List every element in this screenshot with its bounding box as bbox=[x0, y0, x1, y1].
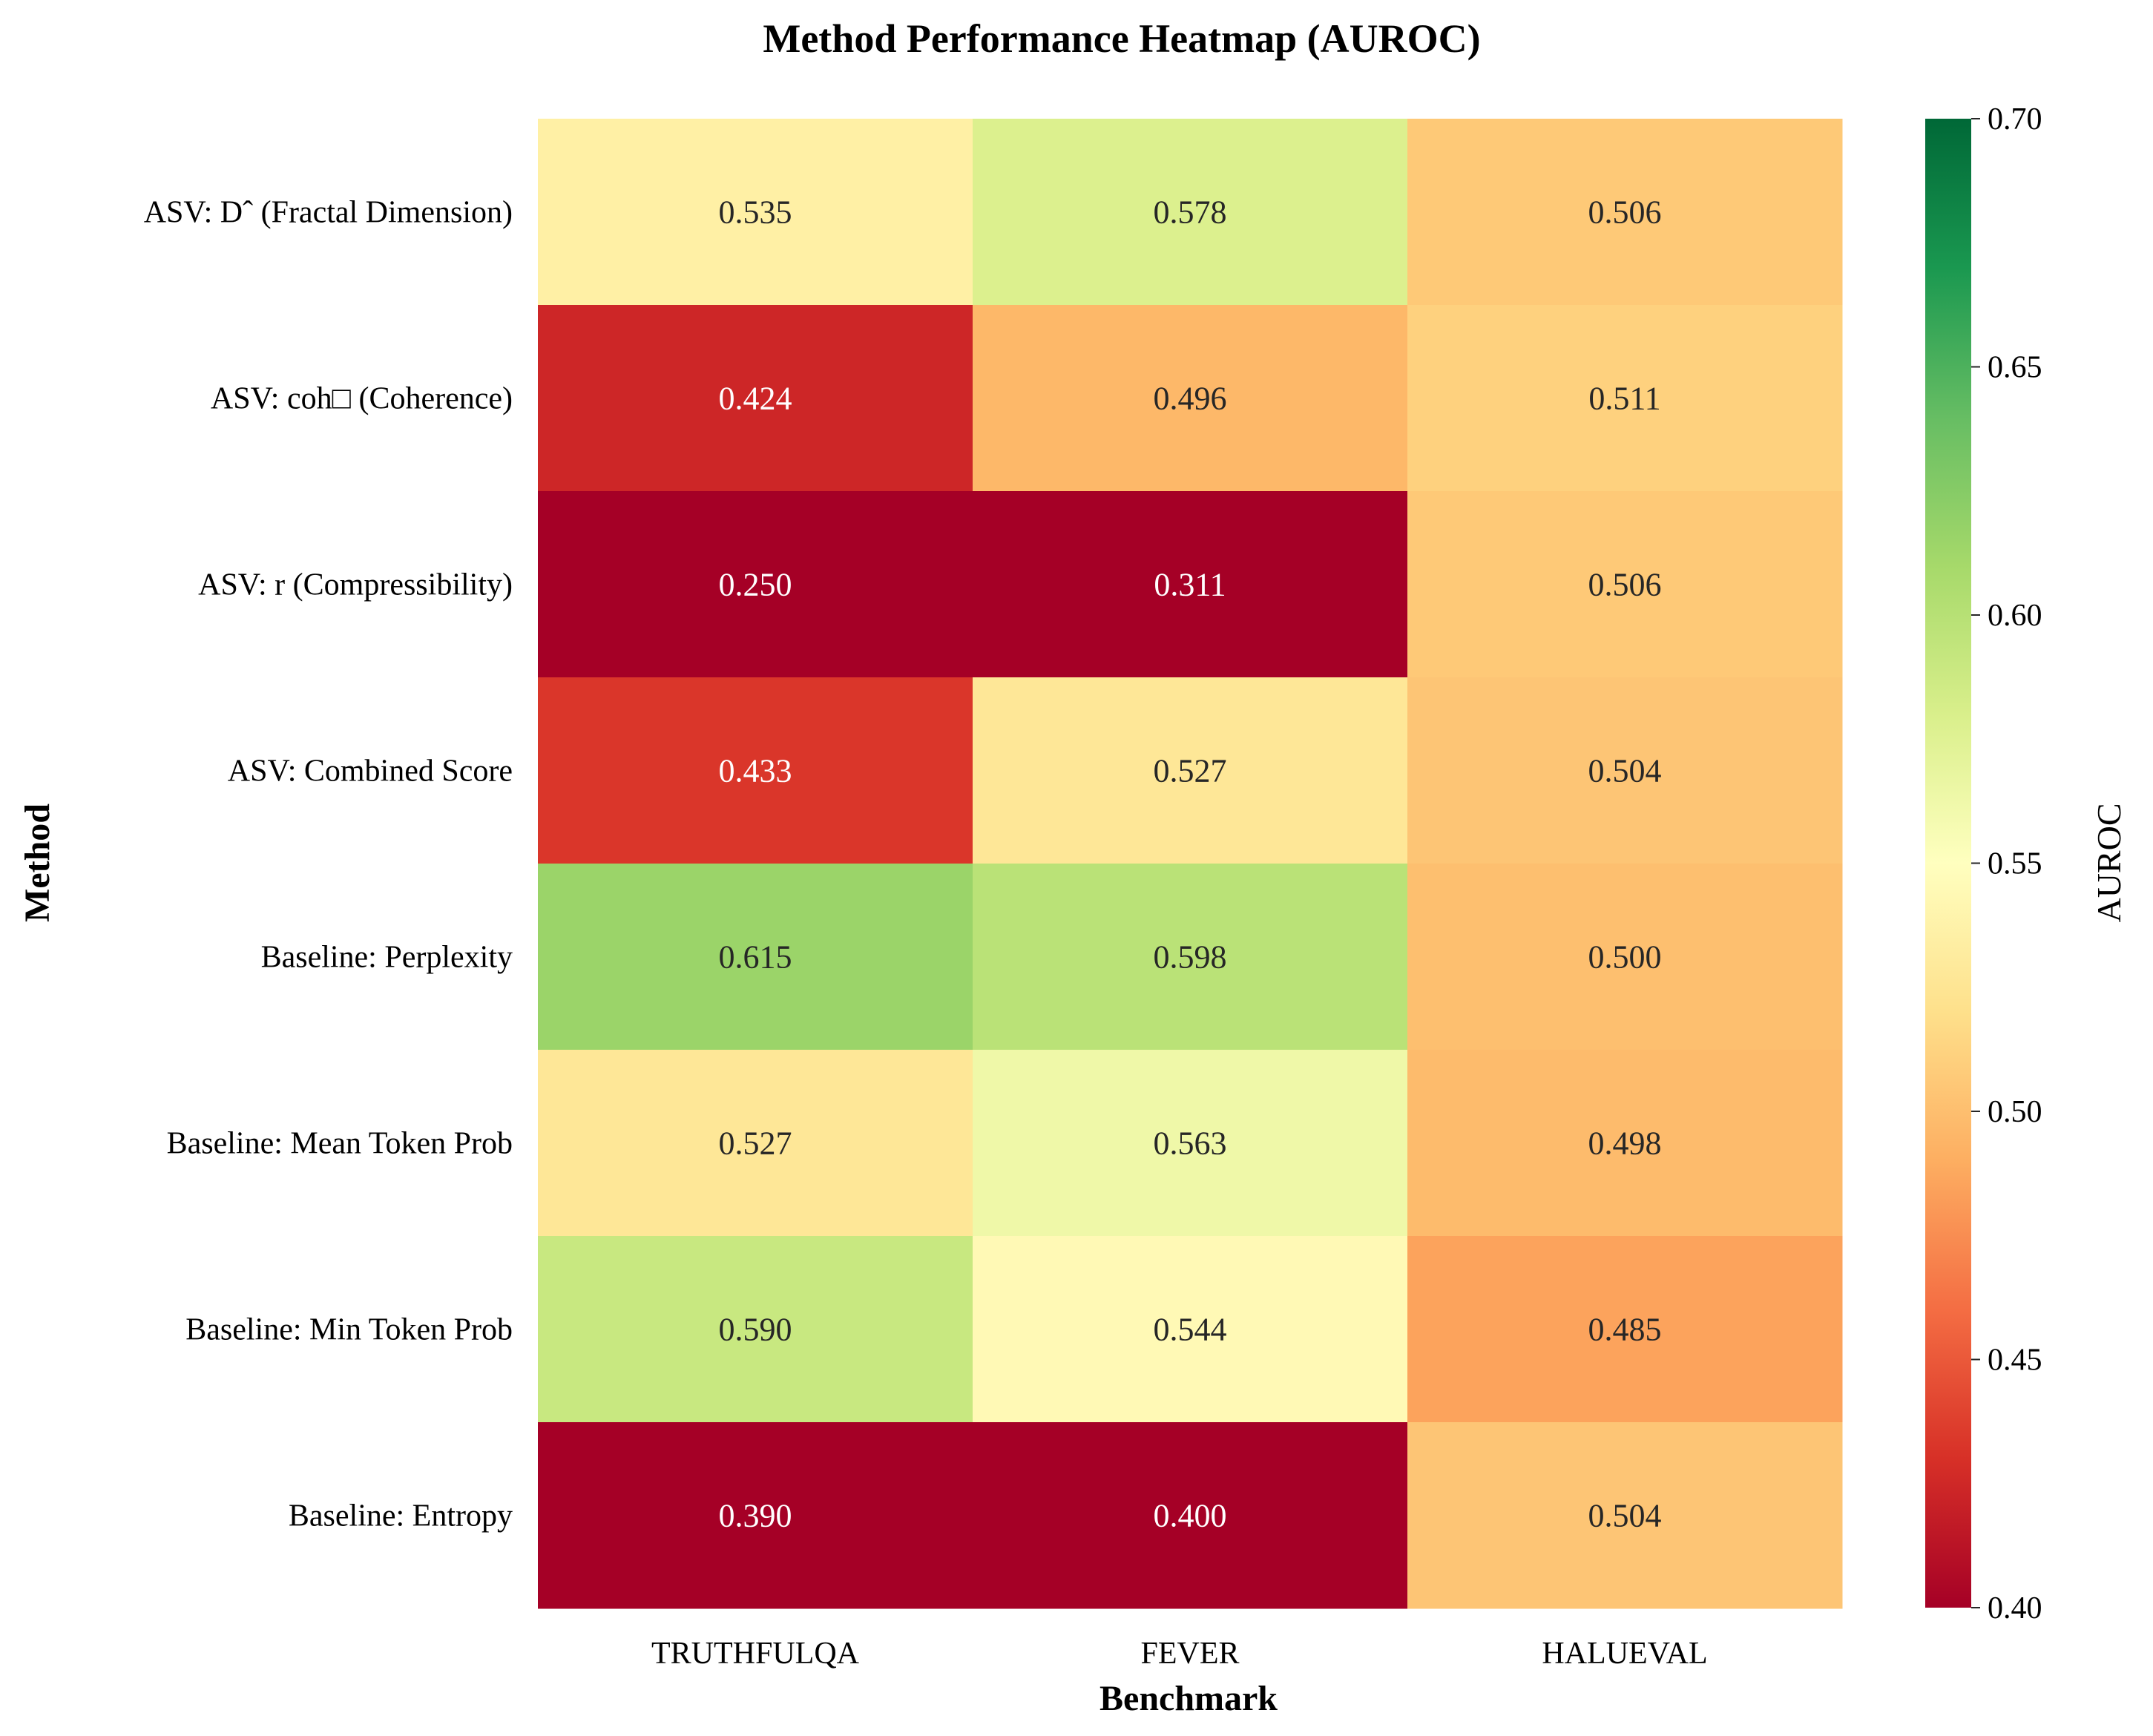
heatmap-cell bbox=[538, 305, 973, 492]
cell-value-label: 0.433 bbox=[719, 753, 792, 789]
x-tick-label: TRUTHFULQA bbox=[651, 1637, 860, 1671]
cell-value-label: 0.598 bbox=[1154, 939, 1227, 976]
heatmap-cell bbox=[1407, 491, 1843, 678]
cell-value-label: 0.527 bbox=[719, 1125, 792, 1162]
heatmap-cell bbox=[538, 1236, 973, 1423]
colorbar-ticks: 0.40 0.45 0.50 0.55 0.60 0.65 0.70 bbox=[1971, 102, 2042, 1625]
cell-value-label: 0.544 bbox=[1154, 1312, 1227, 1348]
cell-value-label: 0.506 bbox=[1588, 567, 1662, 603]
cell-value-label: 0.590 bbox=[719, 1312, 792, 1348]
colorbar-tick-label: 0.40 bbox=[1988, 1591, 2042, 1625]
colorbar: 0.40 0.45 0.50 0.55 0.60 0.65 0.70 AUROC bbox=[1925, 102, 2128, 1625]
cell-value-label: 0.511 bbox=[1588, 381, 1660, 417]
cell-value-label: 0.498 bbox=[1588, 1125, 1662, 1162]
cell-value-label: 0.504 bbox=[1588, 1498, 1662, 1534]
heatmap-cell bbox=[1407, 119, 1843, 306]
y-tick-label: ASV: Dˆ (Fractal Dimension) bbox=[144, 196, 513, 230]
cell-value-label: 0.563 bbox=[1154, 1125, 1227, 1162]
colorbar-tick-label: 0.65 bbox=[1988, 351, 2042, 385]
y-tick-label: ASV: r (Compressibility) bbox=[198, 568, 513, 602]
cell-value-label: 0.311 bbox=[1154, 567, 1226, 603]
colorbar-tick-label: 0.60 bbox=[1988, 599, 2042, 633]
y-tick-label: Baseline: Entropy bbox=[289, 1499, 513, 1533]
x-axis-title: Benchmark bbox=[1099, 1679, 1278, 1718]
y-tick-label: ASV: Combined Score bbox=[228, 754, 513, 789]
heatmap-cell bbox=[1407, 864, 1843, 1051]
y-axis-tick-labels: ASV: Dˆ (Fractal Dimension) ASV: coh□ (Co… bbox=[144, 196, 513, 1533]
cell-value-label: 0.506 bbox=[1588, 194, 1662, 231]
heatmap-cell bbox=[1407, 1236, 1843, 1423]
heatmap-cell bbox=[973, 119, 1408, 306]
heatmap-cell bbox=[973, 1236, 1408, 1423]
colorbar-label: AUROC bbox=[2090, 803, 2128, 922]
cell-value-label: 0.250 bbox=[719, 567, 792, 603]
heatmap-cell bbox=[538, 677, 973, 864]
heatmap-cell bbox=[973, 305, 1408, 492]
y-axis-title: Method bbox=[18, 803, 57, 922]
heatmap-cell bbox=[538, 491, 973, 678]
cell-value-label: 0.527 bbox=[1154, 753, 1227, 789]
x-axis-tick-labels: TRUTHFULQA FEVER HALUEVAL bbox=[651, 1637, 1708, 1671]
cell-value-label: 0.615 bbox=[719, 939, 792, 976]
heatmap-cell bbox=[973, 491, 1408, 678]
y-tick-label: Baseline: Min Token Prob bbox=[185, 1313, 513, 1347]
heatmap-cells: 0.535 0.578 0.506 0.424 0.496 0.511 0.250 0.311… bbox=[538, 119, 1843, 1609]
heatmap-cell bbox=[1407, 305, 1843, 492]
colorbar-tick-label: 0.50 bbox=[1988, 1095, 2042, 1129]
x-tick-label: HALUEVAL bbox=[1542, 1637, 1707, 1671]
y-tick-label: Baseline: Perplexity bbox=[261, 941, 513, 975]
cell-value-label: 0.390 bbox=[719, 1498, 792, 1534]
cell-value-label: 0.500 bbox=[1588, 939, 1662, 976]
heatmap-cell bbox=[1407, 1422, 1843, 1609]
heatmap-cell bbox=[1407, 1050, 1843, 1237]
y-tick-label: Baseline: Mean Token Prob bbox=[167, 1127, 513, 1161]
cell-value-label: 0.578 bbox=[1154, 194, 1227, 231]
cell-value-label: 0.496 bbox=[1154, 381, 1227, 417]
heatmap-cell bbox=[1407, 677, 1843, 864]
colorbar-tick-label: 0.70 bbox=[1988, 102, 2042, 137]
heatmap-cell bbox=[973, 1050, 1408, 1237]
colorbar-tick-label: 0.45 bbox=[1988, 1344, 2042, 1378]
colorbar-gradient bbox=[1925, 119, 1971, 1608]
y-tick-label: ASV: coh□ (Coherence) bbox=[211, 382, 513, 416]
cell-value-label: 0.504 bbox=[1588, 753, 1662, 789]
cell-value-label: 0.424 bbox=[719, 381, 792, 417]
heatmap-cell bbox=[538, 1422, 973, 1609]
colorbar-tick-label: 0.55 bbox=[1988, 847, 2042, 881]
heatmap-cell bbox=[538, 119, 973, 306]
x-tick-label: FEVER bbox=[1140, 1637, 1239, 1671]
cell-value-label: 0.400 bbox=[1154, 1498, 1227, 1534]
chart-title: Method Performance Heatmap (AUROC) bbox=[763, 16, 1480, 61]
heatmap-cell bbox=[973, 864, 1408, 1051]
cell-value-label: 0.485 bbox=[1588, 1312, 1662, 1348]
heatmap-cell bbox=[973, 1422, 1408, 1609]
heatmap-cell bbox=[538, 1050, 973, 1237]
cell-value-label: 0.535 bbox=[719, 194, 792, 231]
heatmap-cell bbox=[973, 677, 1408, 864]
heatmap-cell bbox=[538, 864, 973, 1051]
